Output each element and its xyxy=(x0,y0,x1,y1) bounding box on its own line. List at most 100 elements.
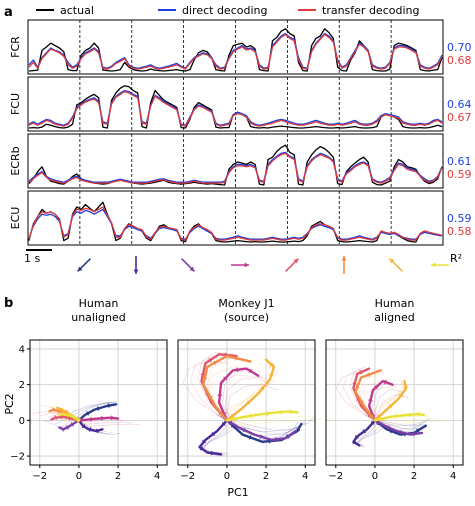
trajectory-arrowhead xyxy=(388,404,393,409)
muscle-label: FCU xyxy=(9,93,22,115)
trajectory-arrowhead xyxy=(352,439,357,445)
faint-trajectory xyxy=(89,425,121,436)
trajectory-arrowhead xyxy=(230,414,235,419)
x-tick-label: 0 xyxy=(76,471,82,482)
y-tick-label: −2 xyxy=(10,452,25,463)
faint-trajectory xyxy=(378,415,428,423)
trajectory-arrowhead xyxy=(242,427,247,433)
faint-trajectory xyxy=(224,377,271,425)
muscle-label: ECU xyxy=(9,207,22,230)
faint-trajectory xyxy=(68,401,117,415)
trajectory-arrowhead xyxy=(235,355,239,361)
legend-label: direct decoding xyxy=(182,4,267,17)
trajectory-arrowhead xyxy=(222,376,227,381)
r2-value: 0.58 xyxy=(447,225,472,238)
trajectory-arrowhead xyxy=(210,450,215,456)
trajectory-arrowhead xyxy=(403,384,409,389)
x-tick-label: 2 xyxy=(411,471,417,482)
emg-panel-fcu: FCU 0.640.67 xyxy=(9,76,472,132)
trajectory-arrowhead xyxy=(81,423,86,429)
trajectory-arrowhead xyxy=(373,385,378,390)
trajectory-arrowhead xyxy=(249,413,254,419)
trajectory-arrowhead xyxy=(369,414,374,419)
r2-value: 0.59 xyxy=(447,212,472,225)
trajectory-arrowhead xyxy=(412,431,417,437)
trajectory-arrowhead xyxy=(248,368,253,373)
trace-direct-decoding xyxy=(28,208,443,240)
faint-trajectory xyxy=(371,379,404,419)
trajectory-arrowhead xyxy=(389,428,394,434)
panel-frame xyxy=(177,339,316,466)
trajectory-arrowhead xyxy=(59,407,64,413)
trace-transfer-decoding xyxy=(28,33,443,70)
trajectory-arrowhead xyxy=(85,411,90,417)
trajectory-arrowhead xyxy=(359,399,365,404)
trajectory-arrowhead xyxy=(269,363,274,368)
trajectory-arrowhead xyxy=(386,424,391,430)
trajectory-arrowhead xyxy=(362,428,367,434)
faint-trajectory xyxy=(335,372,365,415)
muscle-label: ECRb xyxy=(9,146,22,175)
faint-trajectory xyxy=(201,425,238,454)
x-tick-label: −2 xyxy=(180,471,195,482)
x-tick-label: 2 xyxy=(115,471,121,482)
trajectory-arrowhead xyxy=(399,429,404,435)
trace-transfer-decoding xyxy=(28,206,443,241)
y-tick-label: 4 xyxy=(19,344,25,355)
x-tick-label: 2 xyxy=(263,471,269,482)
trajectory-arrowhead xyxy=(76,418,81,423)
trajectory-arrowhead xyxy=(268,373,274,377)
trajectory xyxy=(354,369,382,422)
trajectory-arrowhead xyxy=(56,408,61,414)
trajectory-arrowhead xyxy=(101,415,105,421)
trajectory-arrowhead xyxy=(295,427,301,432)
panel-frame xyxy=(325,339,464,466)
trace-actual xyxy=(28,28,443,72)
trajectory-arrowhead xyxy=(202,375,208,380)
direction-arrow-icon xyxy=(231,262,249,268)
trajectory-arrowhead xyxy=(228,420,233,425)
trajectory-arrowhead xyxy=(352,381,358,385)
y-tick-label: 2 xyxy=(19,380,25,391)
r2-label: R² xyxy=(450,252,462,265)
trajectory-arrowhead xyxy=(354,384,360,389)
faint-trajectory xyxy=(381,418,439,425)
trajectory-arrowhead xyxy=(200,372,206,376)
panel-a-label: a xyxy=(4,5,13,20)
trajectory-arrowhead xyxy=(217,392,223,396)
faint-trajectory xyxy=(216,365,278,415)
trajectory-arrowhead xyxy=(355,435,360,440)
x-tick-label: −2 xyxy=(32,471,47,482)
trajectory-arrowhead xyxy=(51,406,56,412)
faint-trajectory xyxy=(219,361,275,417)
trajectory-arrowhead xyxy=(202,439,207,444)
trajectory-arrowhead xyxy=(96,406,101,412)
trajectory-arrowhead xyxy=(415,428,420,434)
faint-trajectory xyxy=(367,380,405,417)
trajectory-arrowhead xyxy=(199,445,204,451)
r2-value: 0.59 xyxy=(447,168,472,181)
faint-trajectory xyxy=(89,423,141,427)
trajectory-arrowhead xyxy=(208,395,214,400)
trace-direct-decoding xyxy=(28,89,443,126)
direction-arrow-icon xyxy=(285,258,299,272)
trace-direct-decoding xyxy=(28,32,443,69)
pca-panel-0: −2 0 2 4 −2 0 2 4 Human unaligned xyxy=(10,297,168,482)
x-tick-label: 4 xyxy=(154,471,160,482)
trajectory-arrowhead xyxy=(290,408,294,415)
pca-panel-title: Human unaligned xyxy=(71,297,126,324)
trajectory-arrowhead xyxy=(359,370,364,375)
faint-trajectory xyxy=(230,413,301,423)
trajectory-arrowhead xyxy=(211,431,216,436)
trajectory-arrowhead xyxy=(221,413,225,418)
r2-value: 0.67 xyxy=(447,111,472,124)
direction-arrow-icon xyxy=(389,258,403,272)
faint-trajectory xyxy=(233,415,316,425)
direction-arrow-icon xyxy=(431,262,449,268)
trajectory xyxy=(198,419,229,456)
r2-value: 0.61 xyxy=(447,155,472,168)
faint-trajectory xyxy=(182,361,230,415)
trajectory-arrowhead xyxy=(398,393,403,398)
